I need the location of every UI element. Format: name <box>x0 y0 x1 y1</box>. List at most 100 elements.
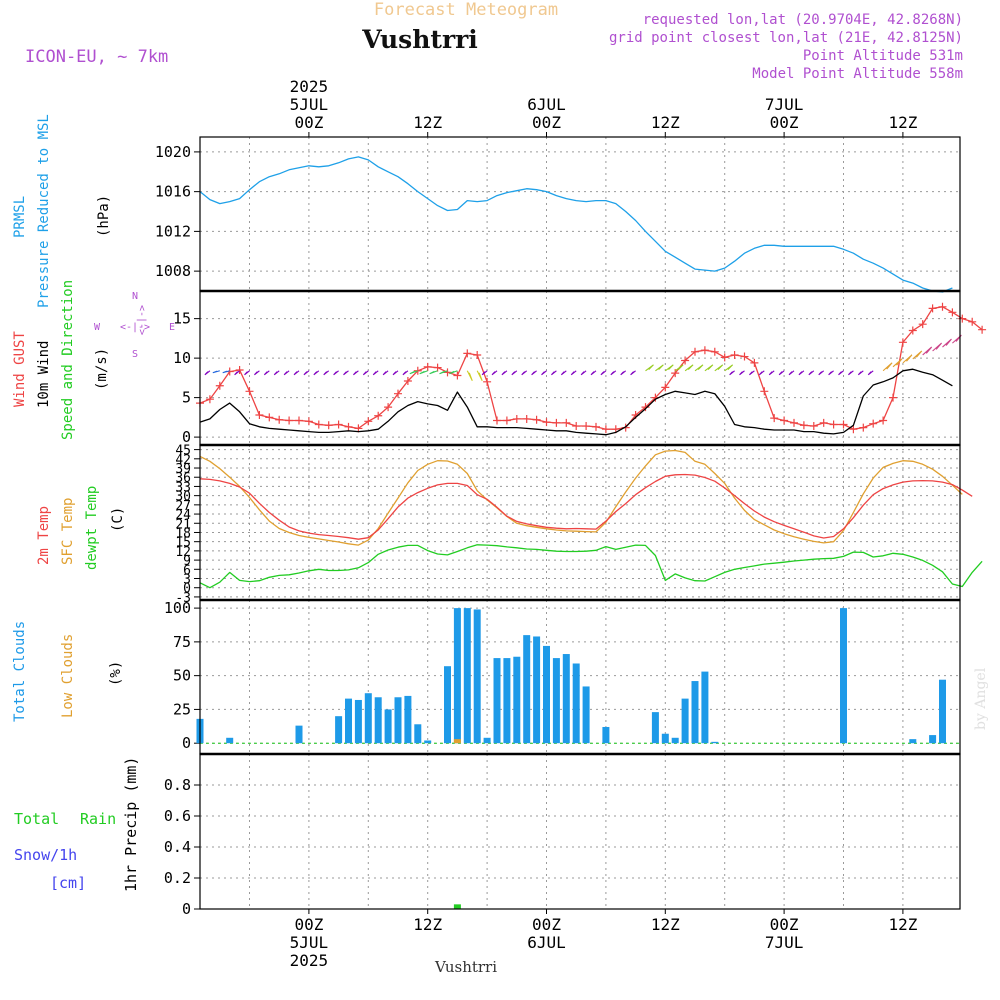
wind-barb <box>204 370 211 376</box>
y-tick-label: 3 <box>183 573 191 588</box>
prmsl-label: PRMSL <box>12 196 28 238</box>
y-tick-label: 15 <box>175 536 191 551</box>
total-clouds-bar <box>711 741 719 744</box>
wind-gust-marker <box>413 366 422 375</box>
total-clouds-bar <box>335 716 343 744</box>
wind-gust-marker <box>255 410 264 419</box>
y-tick-label: 9 <box>183 554 191 569</box>
wind-barb <box>570 370 577 376</box>
total-clouds-bar <box>651 712 659 744</box>
wind-gust-marker <box>245 387 254 396</box>
wind-gust-marker <box>601 425 610 434</box>
total-clouds-bar <box>493 658 501 744</box>
wind-gust-marker <box>483 377 492 386</box>
total-clouds-bar <box>543 645 550 744</box>
wind-barb <box>392 370 399 376</box>
wind-gust-marker <box>661 383 670 392</box>
top-time-label: 00Z <box>532 113 561 132</box>
wind-gust-marker <box>493 416 501 425</box>
total-clouds-bar <box>295 725 303 744</box>
wind-barb <box>902 354 913 364</box>
bottom-year-label: 2025 <box>290 951 329 970</box>
wind-barb <box>808 370 815 376</box>
wind-barb <box>313 370 320 376</box>
wind-barb <box>630 370 636 376</box>
total-clouds-label: Total Clouds <box>12 621 28 722</box>
wind-gust-marker <box>364 417 373 426</box>
top-date-label: 7JUL <box>765 95 804 114</box>
y-tick-label: 25 <box>173 700 191 718</box>
wind-barb <box>620 370 627 376</box>
compass-we-arrows: <-|-> <box>120 322 150 333</box>
wind-barb <box>778 370 785 376</box>
total-clouds-bar <box>354 699 362 744</box>
top-time-label: 12Z <box>888 113 917 132</box>
wind-barb <box>857 370 864 376</box>
bottom-date-label: 5JUL <box>290 933 329 952</box>
location-title: Vushtrri <box>361 25 478 54</box>
wind-gust-marker <box>304 417 313 426</box>
wind-gust-marker <box>898 338 907 347</box>
y-tick-label: 100 <box>164 599 191 617</box>
wind-gust-marker <box>522 414 531 423</box>
wind-barb <box>590 370 597 376</box>
compass-e: E <box>169 322 175 333</box>
top-date-label: 6JUL <box>527 95 566 114</box>
wind-barb <box>768 370 775 376</box>
wind-gust-marker <box>720 353 729 362</box>
wind-gust-marker <box>770 414 779 423</box>
wind-gust-marker <box>453 371 462 380</box>
total-clouds-bar <box>909 739 917 744</box>
y-tick-label: -3 <box>175 591 191 606</box>
wind-barb <box>704 364 714 372</box>
wind-gust-marker <box>592 422 600 431</box>
wind-gust-marker <box>681 356 690 365</box>
wind-gust-marker <box>839 420 848 429</box>
wind-barb <box>684 364 694 372</box>
wind-gust-marker <box>582 422 591 431</box>
wind-barb <box>758 370 765 376</box>
total-clouds-bar <box>681 698 689 744</box>
y-tick-label: 39 <box>175 462 191 477</box>
wind-gust-marker <box>889 393 897 402</box>
wind-gust-marker <box>908 326 917 335</box>
total-clouds-bar <box>404 695 412 744</box>
bottom-time-label: 00Z <box>532 915 561 934</box>
y-tick-label: 1012 <box>155 222 191 240</box>
wind-gust-marker <box>473 350 482 359</box>
total-clouds-bar <box>691 681 699 744</box>
wind-barb <box>748 370 755 376</box>
y-tick-label: 5 <box>182 389 191 407</box>
grid-point-coords: grid point closest lon,lat (21E, 42.8125… <box>609 30 963 46</box>
wind-gust-marker <box>859 423 868 432</box>
wind-barb <box>550 370 557 376</box>
compass-s: S <box>132 349 138 360</box>
wind-gust-marker <box>799 421 808 430</box>
total-clouds-bar <box>364 693 372 744</box>
wind-gust-marker <box>374 411 383 420</box>
wind-barb <box>222 370 230 374</box>
wind-barb <box>560 370 567 376</box>
y-tick-label: 42 <box>175 453 191 468</box>
top-time-label: 12Z <box>413 113 442 132</box>
y-tick-label: 10 <box>173 349 191 367</box>
top-date-label: 5JUL <box>290 95 329 114</box>
wind-barb <box>293 370 300 376</box>
wind-gust-marker <box>542 418 551 427</box>
y-tick-label: 33 <box>175 480 191 495</box>
plot-layer: 1008101210161020051015-30369121518212427… <box>155 77 987 970</box>
bottom-time-label: 00Z <box>770 915 799 934</box>
total-clouds-bar <box>384 709 392 744</box>
wind-barb <box>439 370 448 375</box>
y-tick-label: 50 <box>173 667 191 685</box>
rain-total-label: Total <box>14 810 59 828</box>
wind-barb <box>655 364 664 372</box>
total-clouds-bar <box>463 608 471 744</box>
wind-barb <box>818 370 825 376</box>
rain-label: Rain <box>80 810 116 828</box>
y-tick-label: 1008 <box>155 262 191 280</box>
pressure-line <box>199 156 953 293</box>
wind-barb <box>333 370 339 376</box>
low-clouds-bar <box>453 739 461 744</box>
wind-gust-marker <box>532 415 541 424</box>
